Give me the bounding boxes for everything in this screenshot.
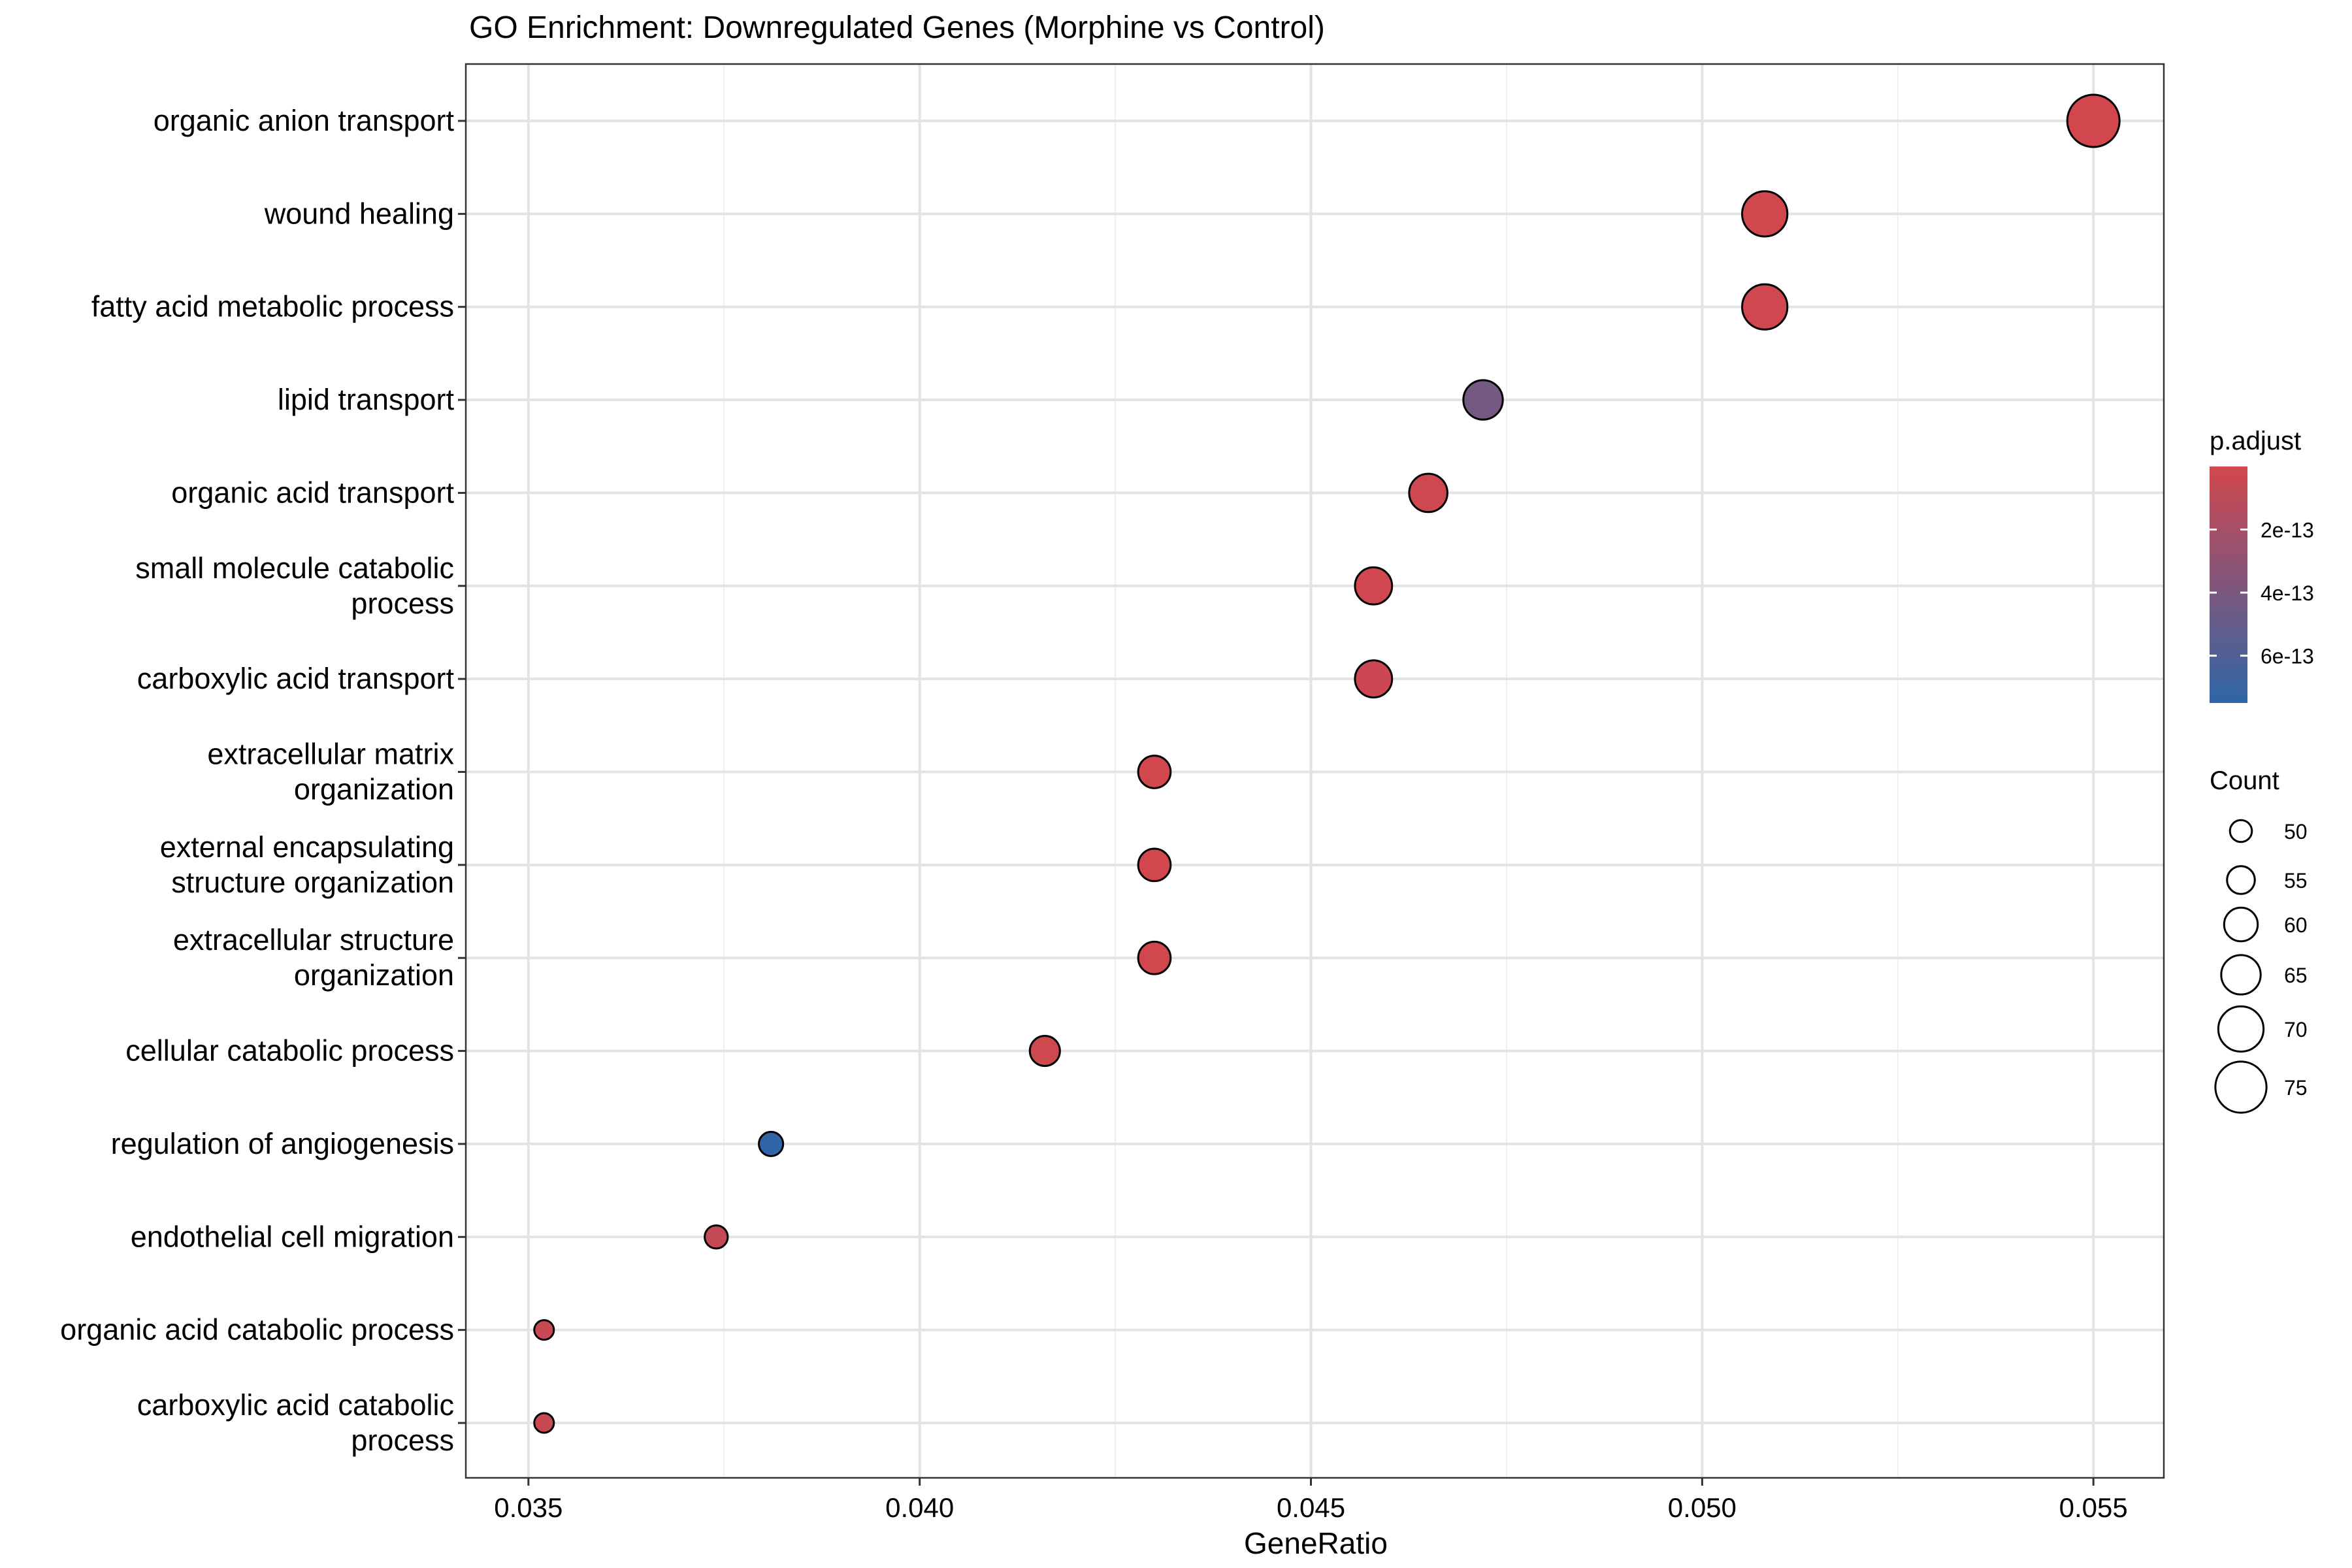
- y-tick-label-line: structure organization: [171, 866, 454, 899]
- y-tick-label-line: cellular catabolic process: [125, 1034, 454, 1068]
- x-tick-label: 0.040: [885, 1492, 954, 1523]
- y-tick-label-line: organic acid transport: [171, 476, 454, 509]
- y-tick-label: organic acid transport: [171, 476, 454, 509]
- y-tick-label-line: small molecule catabolic: [135, 551, 454, 585]
- y-axis: organic anion transport wound healing fatt…: [60, 104, 466, 1457]
- data-point: [1741, 190, 1789, 238]
- size-legend-label: 65: [2284, 964, 2308, 987]
- x-tick-label: 0.035: [494, 1492, 563, 1523]
- data-point: [533, 1412, 555, 1434]
- y-tick-label-line: extracellular matrix: [207, 738, 454, 771]
- x-axis-title: GeneRatio: [1244, 1526, 1388, 1560]
- data-points: [533, 93, 2121, 1434]
- data-point: [1137, 755, 1172, 789]
- size-legend-circle: [2217, 1005, 2265, 1053]
- y-tick-label-line: process: [351, 587, 454, 620]
- size-legend-circle: [2223, 906, 2259, 943]
- x-axis: 0.035 0.040 0.045 0.050 0.055: [494, 1478, 2128, 1523]
- data-point: [1137, 940, 1172, 975]
- color-legend-label: 4e-13: [2261, 581, 2314, 605]
- y-tick-label: carboxylic acid transport: [137, 662, 455, 695]
- y-tick-label: wound healing: [264, 197, 454, 230]
- y-tick-label-line: wound healing: [264, 197, 454, 230]
- y-tick-label-line: lipid transport: [278, 383, 455, 416]
- size-legend: Count 50 55 60 65 70 75: [2210, 766, 2308, 1114]
- data-point: [1462, 379, 1504, 421]
- size-legend-label: 50: [2284, 820, 2308, 843]
- y-tick-label: organic anion transport: [154, 104, 455, 137]
- y-tick-label-line: organization: [294, 958, 454, 992]
- y-tick-label-line: endothelial cell migration: [131, 1220, 454, 1253]
- data-point: [704, 1224, 729, 1250]
- x-tick-label: 0.055: [2059, 1492, 2128, 1523]
- y-tick-label: fatty acid metabolic process: [91, 290, 454, 323]
- y-tick-label-line: carboxylic acid transport: [137, 662, 455, 695]
- y-tick-label-line: fatty acid metabolic process: [91, 290, 454, 323]
- data-point: [2066, 93, 2121, 148]
- data-point: [1137, 847, 1172, 883]
- size-legend-label: 55: [2284, 869, 2308, 892]
- y-tick-label-line: organization: [294, 773, 454, 806]
- y-tick-label: regulation of angiogenesis: [111, 1127, 454, 1160]
- y-tick-label-line: extracellular structure: [173, 923, 454, 956]
- y-tick-label: extracellular matrix organization: [207, 738, 454, 806]
- size-legend-label: 70: [2284, 1018, 2308, 1041]
- y-tick-label-line: carboxylic acid catabolic: [137, 1388, 454, 1422]
- y-tick-label: cellular catabolic process: [125, 1034, 454, 1068]
- data-point: [1354, 659, 1394, 699]
- y-tick-label: external encapsulating structure organiza…: [160, 830, 454, 899]
- y-tick-label-line: regulation of angiogenesis: [111, 1127, 454, 1160]
- y-tick-label: endothelial cell migration: [131, 1220, 454, 1253]
- size-legend-circle: [2220, 954, 2262, 996]
- data-point: [1741, 283, 1789, 331]
- y-tick-label: extracellular structure organization: [173, 923, 454, 992]
- size-legend-circle: [2226, 865, 2256, 895]
- color-legend-title: p.adjust: [2210, 427, 2301, 455]
- y-tick-label-line: external encapsulating: [160, 830, 454, 864]
- data-point: [1408, 472, 1448, 514]
- data-point: [758, 1130, 785, 1158]
- size-legend-circle: [2214, 1060, 2268, 1114]
- color-legend: p.adjust 2e-13 4e-13 6e-13: [2210, 427, 2314, 703]
- x-tick-label: 0.050: [1668, 1492, 1737, 1523]
- y-tick-label-line: organic anion transport: [154, 104, 455, 137]
- plot-panel: [465, 63, 2165, 1479]
- color-legend-label: 6e-13: [2261, 645, 2314, 668]
- data-point: [533, 1319, 555, 1341]
- size-legend-label: 60: [2284, 913, 2308, 937]
- data-point: [1354, 566, 1394, 606]
- y-tick-label: lipid transport: [278, 383, 455, 416]
- y-tick-label-line: organic acid catabolic process: [60, 1313, 454, 1347]
- size-legend-circle: [2229, 819, 2253, 843]
- x-tick-label: 0.045: [1277, 1492, 1345, 1523]
- size-legend-title: Count: [2210, 766, 2279, 795]
- chart-title: GO Enrichment: Downregulated Genes (Morp…: [469, 10, 1325, 45]
- y-tick-label: small molecule catabolic process: [135, 551, 454, 620]
- y-tick-label: organic acid catabolic process: [60, 1313, 454, 1347]
- color-legend-bar: [2210, 466, 2247, 703]
- data-point: [1028, 1035, 1061, 1068]
- y-tick-label-line: process: [351, 1424, 454, 1457]
- color-legend-label: 2e-13: [2261, 519, 2314, 542]
- size-legend-label: 75: [2284, 1076, 2308, 1100]
- y-tick-label: carboxylic acid catabolic process: [137, 1388, 454, 1457]
